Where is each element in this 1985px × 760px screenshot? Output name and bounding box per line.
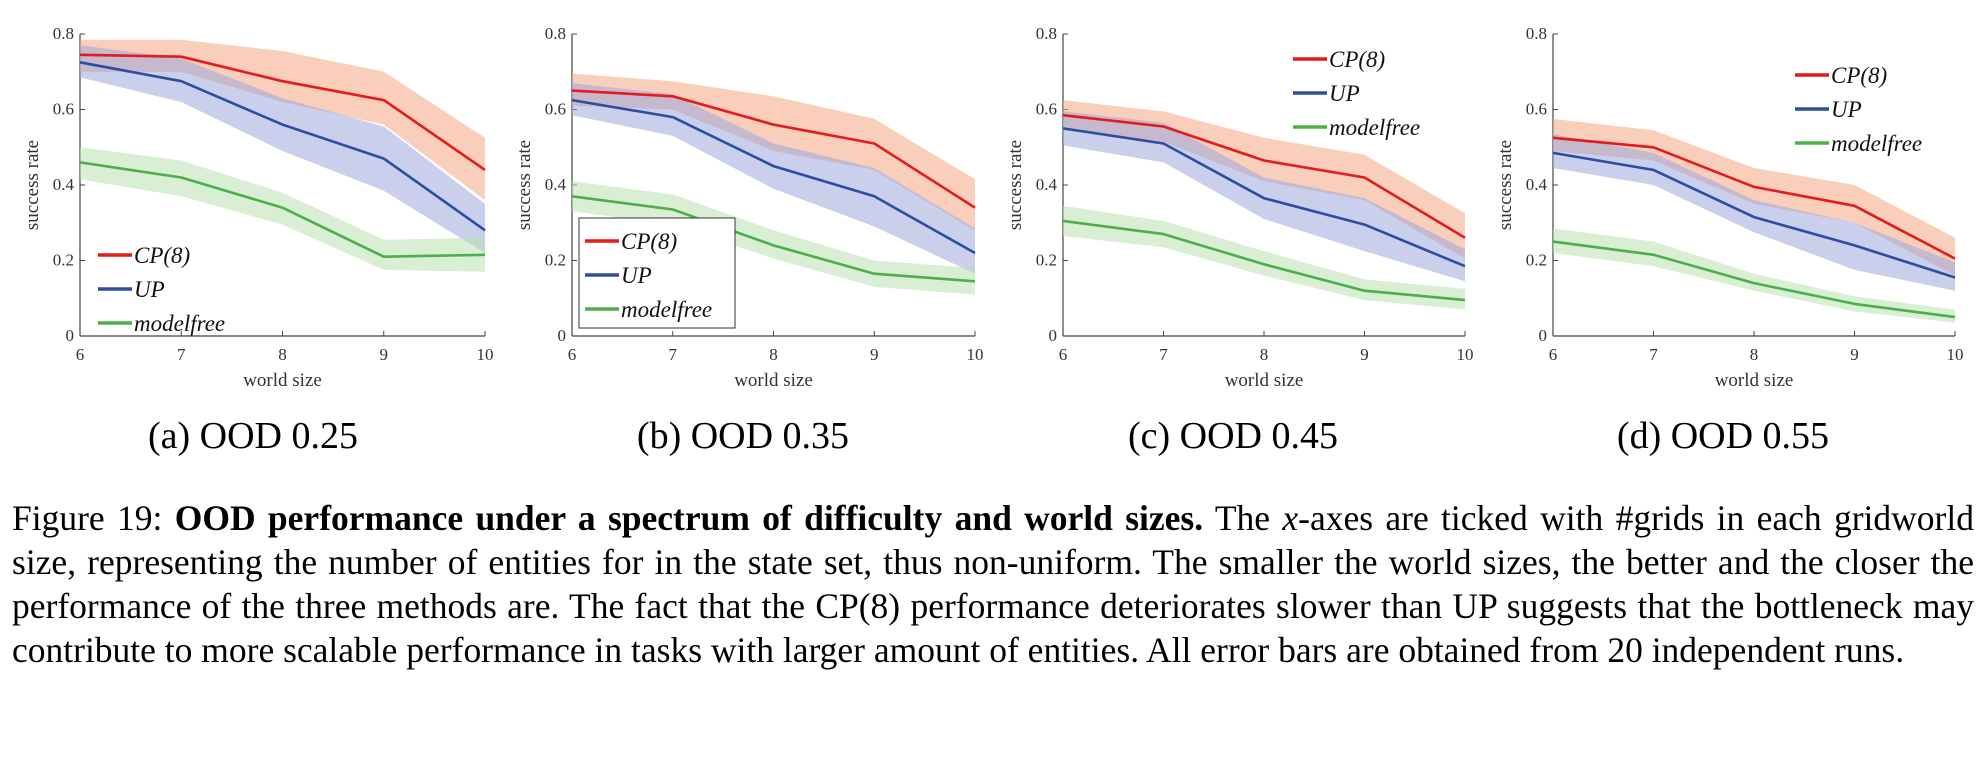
- caption-title: OOD performance under a spectrum of diff…: [174, 498, 1204, 538]
- caption-text-after-math: -axes are ticked with #grids in each gri…: [12, 498, 1974, 670]
- error-band-cp8: [80, 39, 485, 201]
- y-tick-label: 0.4: [545, 175, 567, 194]
- y-tick-label: 0.6: [545, 100, 566, 119]
- error-band-up: [572, 83, 975, 274]
- y-tick-label: 0.2: [1526, 251, 1547, 270]
- y-tick-label: 0.2: [1036, 251, 1057, 270]
- error-band-up: [1063, 111, 1465, 282]
- legend-label-up: UP: [134, 277, 165, 302]
- legend-label-up: UP: [1329, 81, 1360, 106]
- x-tick-label: 10: [477, 345, 494, 364]
- error-band-modelfree: [1553, 228, 1955, 323]
- x-tick-label: 9: [380, 345, 389, 364]
- y-axis-label: success rate: [514, 140, 535, 230]
- subfigure-caption: (b) OOD 0.35: [637, 415, 849, 457]
- x-tick-label: 8: [278, 345, 287, 364]
- y-tick-label: 0: [558, 326, 567, 345]
- subfigure-caption: (a) OOD 0.25: [148, 415, 358, 457]
- error-band-up: [80, 45, 485, 253]
- caption-math-x: x: [1282, 498, 1299, 538]
- x-axis-label: world size: [1225, 370, 1304, 391]
- y-tick-label: 0.4: [1526, 175, 1548, 194]
- x-axis-label: world size: [1715, 370, 1794, 391]
- legend-label-modelfree: modelfree: [621, 297, 712, 322]
- x-tick-label: 7: [669, 345, 678, 364]
- x-tick-label: 7: [177, 345, 186, 364]
- error-band-modelfree: [1063, 205, 1465, 310]
- series-line-up: [571, 98, 976, 255]
- y-axis-label: success rate: [1005, 140, 1026, 230]
- y-tick-label: 0: [66, 326, 75, 345]
- x-tick-label: 7: [1649, 345, 1658, 364]
- x-tick-label: 10: [967, 345, 984, 364]
- x-tick-label: 6: [568, 345, 577, 364]
- y-tick-label: 0: [1539, 326, 1548, 345]
- chart-panel-1: 0 0.2 0.4 0.6 0.8 6 7 8 9 10 world size success rat…: [22, 24, 494, 457]
- error-band-up: [1553, 134, 1955, 291]
- legend: CP(8) UP modelfree: [1293, 47, 1420, 140]
- y-tick-label: 0.4: [1036, 175, 1058, 194]
- x-tick-label: 10: [1457, 345, 1474, 364]
- series-line-modelfree: [1552, 240, 1956, 319]
- chart-panel-2: 0 0.2 0.4 0.6 0.8 6 7 8 9 10 world size success rat…: [514, 24, 984, 457]
- x-tick-label: 9: [870, 345, 879, 364]
- legend-label-modelfree: modelfree: [1831, 131, 1922, 156]
- x-tick-label: 8: [769, 345, 778, 364]
- figure-panels: 0 0.2 0.4 0.6 0.8 6 7 8 9 10 world size success rat…: [22, 24, 1964, 457]
- subfigure-caption: (c) OOD 0.45: [1128, 415, 1338, 457]
- legend: CP(8) UP modelfree: [1795, 63, 1922, 156]
- x-tick-label: 6: [1549, 345, 1558, 364]
- x-tick-label: 6: [1059, 345, 1068, 364]
- y-axis-label: success rate: [1495, 140, 1516, 230]
- legend: CP(8) UP modelfree: [578, 217, 736, 329]
- legend-label-cp8: CP(8): [621, 229, 677, 254]
- x-tick-label: 8: [1750, 345, 1759, 364]
- series-line-cp8: [1062, 113, 1466, 239]
- series-line-modelfree: [79, 161, 486, 259]
- series-line-cp8: [79, 53, 486, 171]
- y-tick-label: 0.6: [53, 100, 74, 119]
- y-tick-label: 0.2: [545, 251, 566, 270]
- y-tick-label: 0: [1049, 326, 1058, 345]
- y-tick-label: 0.6: [1526, 100, 1547, 119]
- series-line-up: [1552, 151, 1956, 279]
- x-tick-label: 9: [1850, 345, 1859, 364]
- x-tick-label: 7: [1159, 345, 1168, 364]
- y-tick-label: 0.8: [53, 24, 74, 43]
- chart-panel-3: 0 0.2 0.4 0.6 0.8 6 7 8 9 10 world size success rat…: [1005, 24, 1474, 457]
- y-tick-label: 0.6: [1036, 100, 1057, 119]
- legend: CP(8) UP modelfree: [98, 243, 225, 336]
- caption-label: Figure 19:: [12, 498, 163, 538]
- y-tick-label: 0.8: [1036, 24, 1057, 43]
- figure-caption: Figure 19: OOD performance under a spect…: [12, 496, 1974, 672]
- legend-label-cp8: CP(8): [1831, 63, 1887, 88]
- legend-label-cp8: CP(8): [134, 243, 190, 268]
- series-line-cp8: [1552, 136, 1956, 260]
- y-tick-label: 0.8: [545, 24, 566, 43]
- x-axis-label: world size: [243, 370, 322, 391]
- y-tick-label: 0.2: [53, 251, 74, 270]
- x-tick-label: 9: [1360, 345, 1369, 364]
- y-tick-label: 0.8: [1526, 24, 1547, 43]
- legend-label-up: UP: [1831, 97, 1862, 122]
- x-axis-label: world size: [734, 370, 813, 391]
- caption-text-before-math: The: [1214, 498, 1271, 538]
- chart-panel-4: 0 0.2 0.4 0.6 0.8 6 7 8 9 10 world size success rat…: [1495, 24, 1964, 457]
- y-tick-label: 0.4: [53, 175, 75, 194]
- x-tick-label: 10: [1947, 345, 1964, 364]
- series-line-up: [1062, 127, 1466, 268]
- subfigure-caption: (d) OOD 0.55: [1617, 415, 1829, 457]
- x-tick-label: 6: [76, 345, 85, 364]
- legend-label-cp8: CP(8): [1329, 47, 1385, 72]
- series-line-modelfree: [1062, 219, 1466, 302]
- legend-label-modelfree: modelfree: [1329, 115, 1420, 140]
- y-axis-label: success rate: [22, 140, 43, 230]
- legend-label-up: UP: [621, 263, 652, 288]
- x-tick-label: 8: [1260, 345, 1269, 364]
- legend-label-modelfree: modelfree: [134, 311, 225, 336]
